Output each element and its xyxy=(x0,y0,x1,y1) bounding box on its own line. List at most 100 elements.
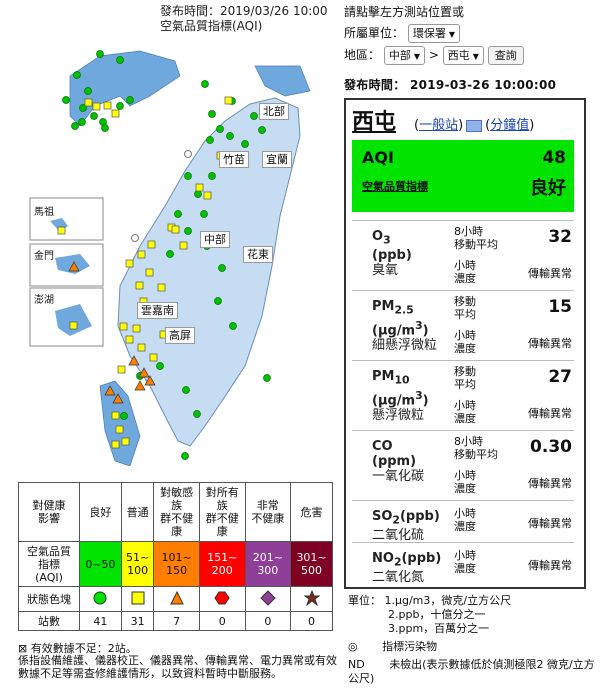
so2-status: 傳輸異常 xyxy=(528,517,572,530)
chart-icon[interactable] xyxy=(466,119,483,132)
hexagon-icon xyxy=(198,586,246,612)
co-avg-label: 8小時 移動平均 xyxy=(454,435,498,461)
pm10-name: PM10 (μg/m3) 懸浮微粒 xyxy=(372,369,429,423)
pm10-zh: 懸浮微粒 xyxy=(372,407,425,423)
maintenance-note: 係指設備維護、儀器校正、儀器異常、傳輸異常、電力異常或有效數據不足等需查修維護情… xyxy=(18,654,337,680)
aqi-summary-box: AQI 48 空氣品質指標 良好 xyxy=(352,140,574,212)
no2-status: 傳輸異常 xyxy=(528,559,572,572)
unit-3: 3.ppm，百萬分之一 xyxy=(388,622,490,635)
nd-label: ND xyxy=(348,658,365,671)
inset-kinmen: 金門 xyxy=(34,251,54,262)
legend-count-unhealthy: 0 xyxy=(198,611,246,631)
pollutant-co: CO (ppm) 一氧化碳 8小時 移動平均 0.30 小時 濃度 傳輸異常 xyxy=(352,430,574,499)
aqi-label: AQI xyxy=(362,148,394,167)
co-zh: 一氧化碳 xyxy=(372,469,425,484)
region-huadong[interactable]: 花東 xyxy=(243,246,273,263)
aqi-sub-link[interactable]: 空氣品質指標 xyxy=(362,180,428,193)
area-select[interactable]: 中部 ▼ xyxy=(383,46,425,65)
query-button[interactable]: 查詢 xyxy=(487,46,524,65)
pm25-avg-label: 移動 平均 xyxy=(454,295,476,321)
aqi-status: 良好 xyxy=(530,178,566,199)
pm10-status: 傳輸異常 xyxy=(528,407,572,420)
legend-level-hazardous: 危害 xyxy=(290,482,333,542)
no-data-icon: ⊠ xyxy=(18,642,28,655)
no2-zh: 二氧化氮 xyxy=(372,569,425,585)
inset-matsu: 馬祖 xyxy=(34,207,54,218)
region-north[interactable]: 北部 xyxy=(259,103,289,120)
pm10-avg-value: 27 xyxy=(548,367,572,387)
pollutant-pm10: PM10 (μg/m3) 懸浮微粒 移動 平均 27 小時 濃度 傳輸異常 xyxy=(352,360,574,429)
unit-select[interactable]: 環保署 ▼ xyxy=(407,24,460,43)
taiwan-map[interactable]: 馬祖 金門 澎湖 北部 竹苗 宜蘭 中部 花東 雲嘉南 高屏 xyxy=(0,36,345,467)
pollutant-no2: NO2(ppb) 二氧化氮 小時 濃度 傳輸異常 xyxy=(352,542,574,585)
station-select[interactable]: 西屯 ▼ xyxy=(442,46,484,65)
legend-range-moderate: 51~ 100 xyxy=(120,541,155,587)
legend-count-header: 站數 xyxy=(18,611,80,631)
sensitive-stations[interactable] xyxy=(68,261,156,404)
region-yunjianan[interactable]: 雲嘉南 xyxy=(137,302,178,319)
select-hint: 請點擊左方測站位置或 xyxy=(344,5,465,19)
insufficient-text: 有效數據不足：2站。 xyxy=(30,642,137,655)
good-stations[interactable] xyxy=(62,50,271,460)
no2-name: NO2(ppb) 二氧化氮 xyxy=(372,551,442,585)
aqi-value: 48 xyxy=(542,148,566,168)
legend-range-hazardous: 301~ 500 xyxy=(290,541,333,587)
so2-name: SO2(ppb) 二氧化硫 xyxy=(372,509,440,543)
o3-avg-value: 32 xyxy=(548,227,572,247)
area-arrow: > xyxy=(428,48,439,62)
no-data-markers xyxy=(131,150,192,242)
o3-status: 傳輸異常 xyxy=(528,267,572,280)
legend-count-very-unhealthy: 0 xyxy=(244,611,292,631)
taiwan-island[interactable] xyxy=(117,97,301,447)
o3-avg-label: 8小時 移動平均 xyxy=(454,225,498,251)
chevron-down-icon: ▼ xyxy=(413,52,420,61)
diamond-icon xyxy=(244,586,292,612)
legend-range-very-unhealthy: 201~ 300 xyxy=(244,541,292,587)
region-central[interactable]: 中部 xyxy=(200,231,230,248)
pm25-name: PM2.5 (μg/m3) 細懸浮微粒 xyxy=(372,299,438,353)
station-panel: 西屯 (一般站) (分鐘值) AQI 48 空氣品質指標 良好 O3 (ppb) 臭氧… xyxy=(344,98,586,589)
square-icon xyxy=(120,586,155,612)
unit-row: 所屬單位： 環保署 ▼ xyxy=(344,24,460,43)
region-yilan[interactable]: 宜蘭 xyxy=(262,151,292,168)
publish-time: 發布時間：2019/03/26 10:00 xyxy=(160,4,328,18)
moderate-stations[interactable] xyxy=(57,96,233,449)
so2-zh: 二氧化硫 xyxy=(372,527,425,543)
area-label: 地區： xyxy=(344,48,381,62)
o3-conc-label: 小時 濃度 xyxy=(454,259,476,285)
station-type-link[interactable]: 一般站 xyxy=(419,118,459,133)
legend-level-good: 良好 xyxy=(79,482,122,542)
region-zhumiao[interactable]: 竹苗 xyxy=(219,151,249,168)
penghu-shape xyxy=(55,304,92,336)
station-name-text: 西屯 xyxy=(352,110,397,135)
legend-count-hazardous: 0 xyxy=(290,611,333,631)
legend-count-good: 41 xyxy=(79,611,122,631)
mark-icon: ◎ xyxy=(348,640,358,653)
matsu-inset[interactable] xyxy=(29,197,104,241)
pollutant-so2: SO2(ppb) 二氧化硫 小時 濃度 傳輸異常 xyxy=(352,500,574,543)
region-gaoping[interactable]: 高屏 xyxy=(165,327,195,344)
pm10-conc-label: 小時 濃度 xyxy=(454,399,476,425)
co-avg-value: 0.30 xyxy=(530,437,572,457)
legend-range-unhealthy: 151~ 200 xyxy=(198,541,246,587)
legend-count-sensitive: 7 xyxy=(153,611,200,631)
o3-name: O3 (ppb) 臭氧 xyxy=(372,229,412,278)
station-select-value: 西屯 xyxy=(447,49,470,62)
units-label: 單位： xyxy=(348,594,381,607)
aqi-legend-table: 對健康 影響 良好 普通 對敏感 族 群不健 康 對所有 族 群不健 康 非常 … xyxy=(18,482,333,631)
legend-health-header: 對健康 影響 xyxy=(18,482,80,542)
legend-level-moderate: 普通 xyxy=(120,482,155,542)
legend-level-very-unhealthy: 非常 不健康 xyxy=(244,482,292,542)
pollutant-pm25: PM2.5 (μg/m3) 細懸浮微粒 移動 平均 15 小時 濃度 傳輸異常 xyxy=(352,290,574,359)
legend-range-good: 0~50 xyxy=(79,541,122,587)
map-svg[interactable] xyxy=(0,36,345,467)
co-status: 傳輸異常 xyxy=(528,477,572,490)
minute-value-link[interactable]: 分鐘值 xyxy=(490,118,530,133)
aqi-title: 空氣品質指標(AQI) xyxy=(160,19,263,33)
station-name: 西屯 xyxy=(352,104,396,136)
pm25-avg-value: 15 xyxy=(548,297,572,317)
station-links: (一般站) (分鐘值) xyxy=(414,118,535,133)
legend-level-unhealthy: 對所有 族 群不健 康 xyxy=(198,482,246,542)
triangle-icon xyxy=(153,586,200,612)
chevron-down-icon: ▼ xyxy=(448,30,455,39)
